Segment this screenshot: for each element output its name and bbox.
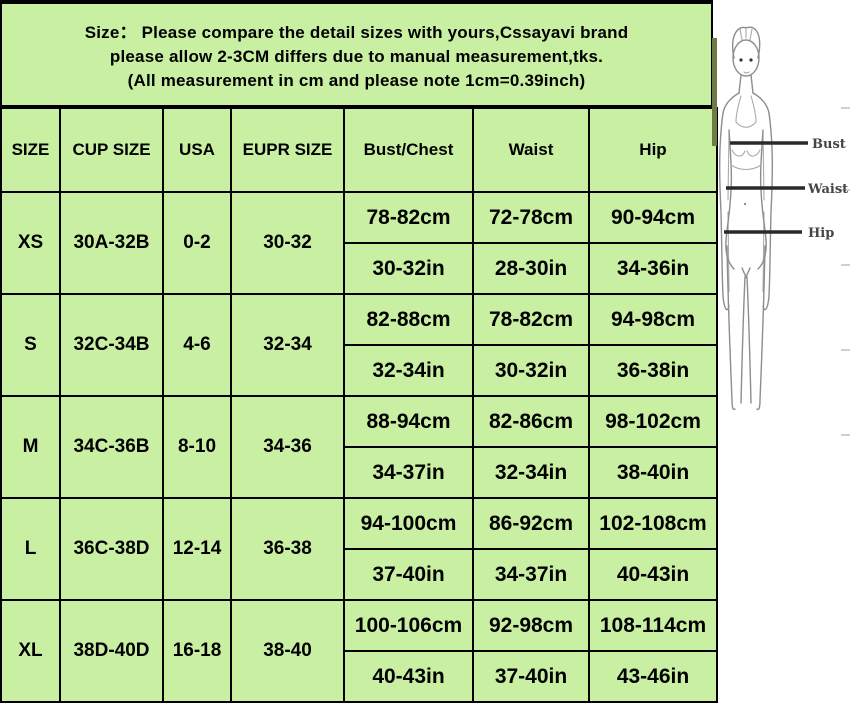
cell-waist-in: 34-37in — [472, 548, 590, 601]
cell-bust-cm: 94-100cm — [343, 497, 474, 550]
cell-eupr-size: 30-32 — [230, 191, 345, 295]
table-row-s-in: 32-34in 30-32in 36-38in — [1, 344, 718, 397]
bust-label: Bust — [812, 137, 846, 152]
cell-hip-cm: 90-94cm — [588, 191, 718, 244]
cell-waist-cm: 78-82cm — [472, 293, 590, 346]
table-row-l-in: 37-40in 34-37in 40-43in — [1, 548, 718, 601]
cell-eupr-size: 34-36 — [230, 395, 345, 499]
col-header-bust-chest: Bust/Chest — [343, 107, 474, 193]
cell-hip-in: 38-40in — [588, 446, 718, 499]
col-header-waist: Waist — [472, 107, 590, 193]
size-note-line-1: Size： Please compare the detail sizes wi… — [84, 23, 629, 42]
cell-usa: 8-10 — [162, 395, 232, 499]
body-measurement-diagram: Bust Waist Hip — [712, 0, 850, 705]
col-header-cup-size: CUP SIZE — [59, 107, 164, 193]
cell-cup-size: 32C-34B — [59, 293, 164, 397]
cell-waist-cm: 92-98cm — [472, 599, 590, 652]
cell-hip-cm: 102-108cm — [588, 497, 718, 550]
cell-usa: 12-14 — [162, 497, 232, 601]
size-chart-table: SIZE CUP SIZE USA EUPR SIZE Bust/Chest W… — [0, 107, 718, 703]
cell-size: XL — [0, 599, 61, 703]
cell-usa: 0-2 — [162, 191, 232, 295]
cell-bust-in: 37-40in — [343, 548, 474, 601]
cell-bust-cm: 78-82cm — [343, 191, 474, 244]
cell-size: S — [0, 293, 61, 397]
cell-cup-size: 36C-38D — [59, 497, 164, 601]
cell-eupr-size: 32-34 — [230, 293, 345, 397]
measurement-lines: Bust Waist Hip — [724, 137, 848, 241]
col-header-size: SIZE — [0, 107, 61, 193]
table-row-xl-cm: XL 38D-40D 16-18 38-40 100-106cm 92-98cm… — [0, 599, 718, 703]
cell-size: XS — [0, 191, 61, 295]
table-row-s-cm: S 32C-34B 4-6 32-34 82-88cm 78-82cm 94-9… — [0, 293, 718, 397]
cell-waist-cm: 82-86cm — [472, 395, 590, 448]
table-row-l-cm: L 36C-38D 12-14 36-38 94-100cm 86-92cm 1… — [0, 497, 718, 601]
size-note: Size： Please compare the detail sizes wi… — [0, 0, 713, 107]
cell-bust-cm: 88-94cm — [343, 395, 474, 448]
cell-usa: 4-6 — [162, 293, 232, 397]
cell-bust-cm: 100-106cm — [343, 599, 474, 652]
waist-label: Waist — [807, 182, 848, 197]
size-note-line-3: (All measurement in cm and please note 1… — [127, 71, 586, 90]
olive-strip — [712, 38, 717, 146]
cell-hip-in: 34-36in — [588, 242, 718, 295]
cell-bust-in: 30-32in — [343, 242, 474, 295]
col-header-eupr-size: EUPR SIZE — [230, 107, 345, 193]
cell-waist-cm: 72-78cm — [472, 191, 590, 244]
body-figure-sketch: Bust Waist Hip — [712, 26, 850, 436]
cell-cup-size: 38D-40D — [59, 599, 164, 703]
cell-waist-in: 30-32in — [472, 344, 590, 397]
cell-cup-size: 34C-36B — [59, 395, 164, 499]
cell-bust-in: 32-34in — [343, 344, 474, 397]
cell-hip-cm: 94-98cm — [588, 293, 718, 346]
cell-usa: 16-18 — [162, 599, 232, 703]
col-header-usa: USA — [162, 107, 232, 193]
cell-eupr-size: 38-40 — [230, 599, 345, 703]
size-note-line-2: please allow 2-3CM differs due to manual… — [109, 47, 604, 66]
table-row-xs-in: 30-32in 28-30in 34-36in — [1, 242, 718, 295]
cell-hip-in: 40-43in — [588, 548, 718, 601]
cell-bust-cm: 82-88cm — [343, 293, 474, 346]
cell-waist-cm: 86-92cm — [472, 497, 590, 550]
cell-bust-in: 34-37in — [343, 446, 474, 499]
table-row-xs-cm: XS 30A-32B 0-2 30-32 78-82cm 72-78cm 90-… — [0, 191, 718, 295]
edge-ticks — [841, 107, 850, 436]
cell-cup-size: 30A-32B — [59, 191, 164, 295]
cell-size: L — [0, 497, 61, 601]
woman-outline — [718, 26, 774, 411]
table-row-xl-in: 40-43in 37-40in 43-46in — [1, 650, 718, 703]
cell-hip-cm: 98-102cm — [588, 395, 718, 448]
table-header-row: SIZE CUP SIZE USA EUPR SIZE Bust/Chest W… — [0, 107, 718, 193]
cell-size: M — [0, 395, 61, 499]
table-row-m-cm: M 34C-36B 8-10 34-36 88-94cm 82-86cm 98-… — [0, 395, 718, 499]
cell-waist-in: 32-34in — [472, 446, 590, 499]
cell-hip-cm: 108-114cm — [588, 599, 718, 652]
cell-hip-in: 36-38in — [588, 344, 718, 397]
cell-waist-in: 28-30in — [472, 242, 590, 295]
cell-eupr-size: 36-38 — [230, 497, 345, 601]
col-header-hip: Hip — [588, 107, 718, 193]
cell-waist-in: 37-40in — [472, 650, 590, 703]
cell-bust-in: 40-43in — [343, 650, 474, 703]
hip-label: Hip — [808, 226, 834, 241]
table-row-m-in: 34-37in 32-34in 38-40in — [1, 446, 718, 499]
cell-hip-in: 43-46in — [588, 650, 718, 703]
